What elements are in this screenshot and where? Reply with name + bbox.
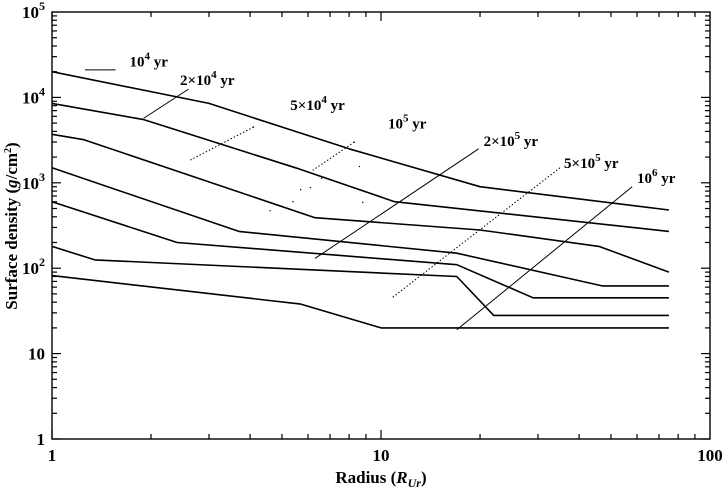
annotation-label-7: 106 yr <box>637 167 676 187</box>
stray-mark <box>362 201 364 204</box>
x-axis-title-subscript: Ur <box>408 476 422 490</box>
annotation-label-2: 2×104 yr <box>180 69 235 89</box>
x-tick-label: 10 <box>373 446 390 465</box>
annotation-label-6: 5×105 yr <box>564 152 619 172</box>
stray-mark <box>320 177 323 179</box>
stray-mark <box>292 201 294 203</box>
axis-ticks <box>51 12 710 440</box>
x-tick-label: 100 <box>697 446 723 465</box>
y-axis-title-close: ) <box>2 142 21 148</box>
stray-mark <box>353 141 356 143</box>
series-line-1 <box>51 70 669 211</box>
y-tick-label: 103 <box>22 170 45 193</box>
y-tick-label: 1 <box>37 430 46 449</box>
y-axis-title-g: g <box>2 179 21 189</box>
y-axis-title-main: Surface density ( <box>2 188 21 310</box>
annotation-leader-7 <box>456 186 633 331</box>
y-tick-label: 104 <box>22 84 45 107</box>
stray-mark <box>252 126 255 128</box>
series-line-5 <box>51 200 669 299</box>
annotation-layer: 104 yr 2×104 yr 5×104 yr 105 yr 2×105 yr 5×10… <box>85 51 676 331</box>
y-axis-title-unit: /cm <box>2 153 21 180</box>
annotation-leader-4 <box>312 141 355 171</box>
stray-mark <box>309 186 312 189</box>
x-tick-label: 1 <box>48 446 57 465</box>
annotation-label-4: 105 yr <box>388 113 427 133</box>
annotation-leader-6 <box>391 167 561 299</box>
series-line-7 <box>51 274 669 329</box>
y-tick-label: 105 <box>22 0 45 22</box>
stray-mark <box>269 210 271 212</box>
x-axis-title-symbol: R <box>395 468 407 487</box>
annotation-label-3: 5×104 yr <box>290 94 345 114</box>
x-axis-title: Radius (RUr) <box>335 468 426 490</box>
tick-labels: 1 10 100 1 10 102 103 104 105 <box>22 0 723 465</box>
y-tick-label: 102 <box>22 255 45 278</box>
x-axis-title-close: ) <box>421 468 427 487</box>
y-axis-title-superscript: 2 <box>3 148 14 153</box>
annotation-label-1: 104 yr <box>129 51 168 71</box>
y-tick-label: 10 <box>28 345 45 364</box>
stray-mark <box>299 189 302 191</box>
series-line-6 <box>51 245 669 317</box>
series-line-4 <box>51 167 669 287</box>
y-axis-title: Surface density (g/cm2) <box>2 142 21 309</box>
stray-mark <box>358 165 361 168</box>
annotation-leader-5 <box>314 148 479 259</box>
series-layer <box>51 70 670 329</box>
annotation-leader-2 <box>143 88 189 119</box>
series-line-3 <box>51 133 670 273</box>
annotation-label-5: 2×105 yr <box>484 130 539 150</box>
series-line-2 <box>51 102 669 233</box>
x-axis-title-main: Radius ( <box>335 468 396 487</box>
